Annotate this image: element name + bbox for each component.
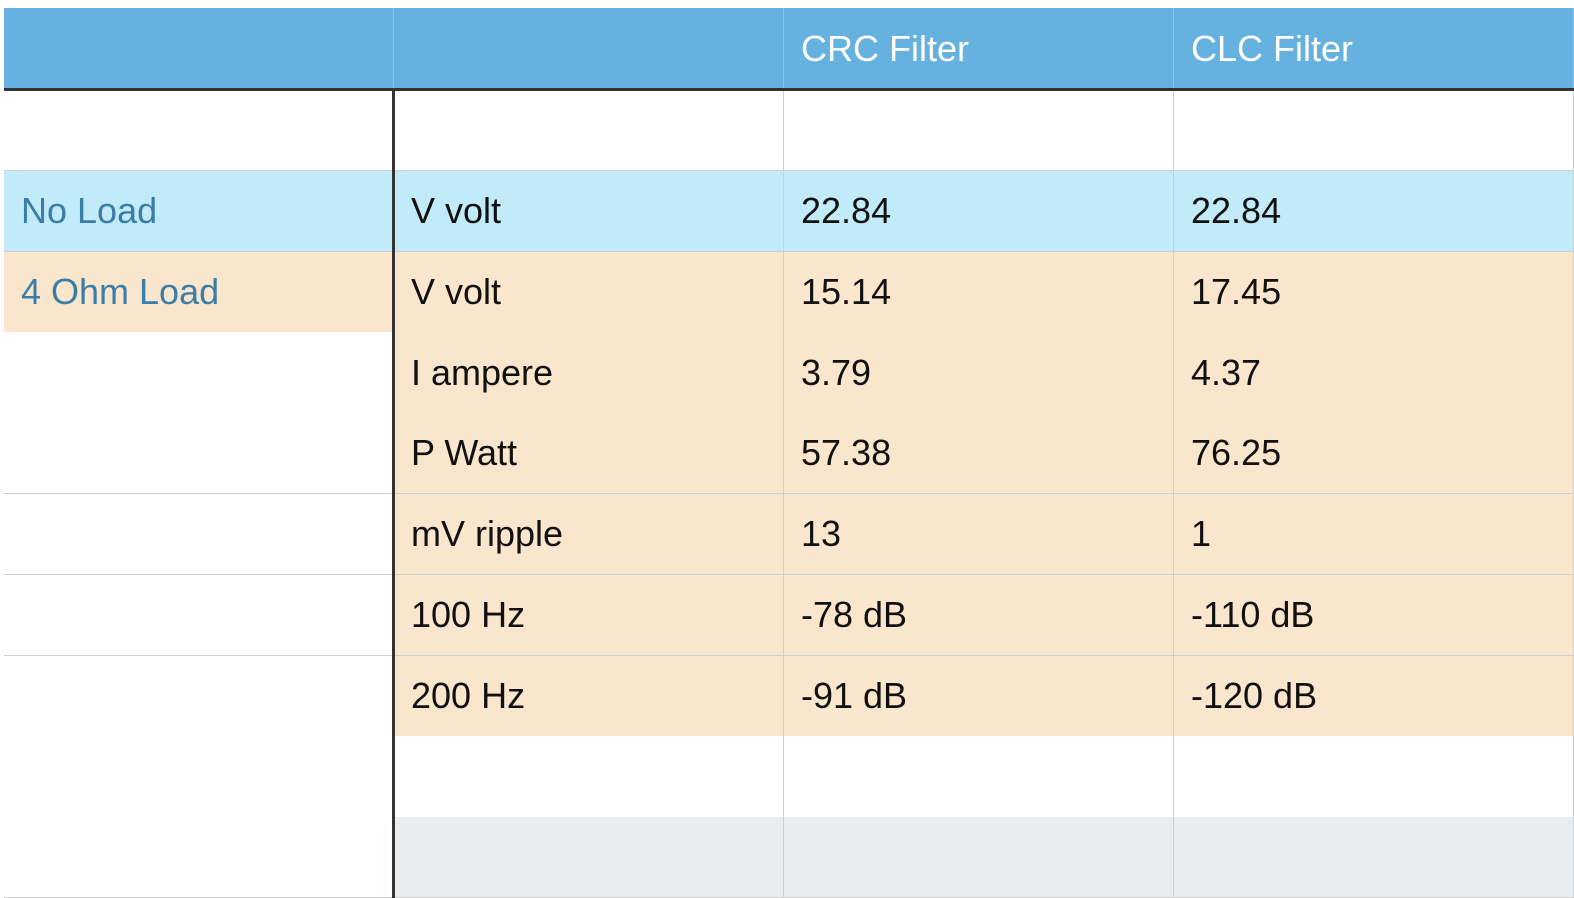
header-border (4, 88, 1574, 91)
table-cell: 100 Hz (394, 574, 784, 657)
table-cell: -120 dB (1174, 655, 1574, 737)
table-cell (394, 736, 784, 818)
table-cell: 76.25 (1174, 413, 1574, 495)
table-cell: 22.84 (784, 170, 1174, 253)
table-cell: 4 Ohm Load (4, 251, 394, 333)
table-cell (1174, 736, 1574, 818)
header-cell: CRC Filter (784, 8, 1174, 90)
table-cell (4, 494, 394, 576)
table-cell: 13 (784, 494, 1174, 576)
table-cell (394, 817, 784, 898)
table-cell: mV ripple (394, 494, 784, 576)
header-cell (394, 8, 784, 90)
table-cell (4, 332, 394, 414)
table-cell: 17.45 (1174, 251, 1574, 333)
table-cell (784, 90, 1174, 172)
table-cell: 3.79 (784, 332, 1174, 414)
table-cell: No Load (4, 170, 394, 253)
table-cell: V volt (394, 170, 784, 253)
table-cell (784, 817, 1174, 898)
table-cell: 22.84 (1174, 170, 1574, 253)
table-cell (4, 817, 394, 898)
header-cell (4, 8, 394, 90)
table-cell: -78 dB (784, 574, 1174, 657)
table-cell (4, 413, 394, 495)
table-cell (4, 90, 394, 172)
table-cell: -91 dB (784, 655, 1174, 737)
table-cell: 4.37 (1174, 332, 1574, 414)
table-cell: 1 (1174, 494, 1574, 576)
table-cell (4, 574, 394, 657)
table-cell (784, 736, 1174, 818)
table-cell: 15.14 (784, 251, 1174, 333)
table-cell: I ampere (394, 332, 784, 414)
table-cell (1174, 817, 1574, 898)
table-cell (1174, 90, 1574, 172)
header-cell: CLC Filter (1174, 8, 1574, 90)
table-cell (4, 655, 394, 737)
table-cell: 200 Hz (394, 655, 784, 737)
column-border (392, 90, 395, 898)
table-cell (394, 90, 784, 172)
table-cell: V volt (394, 251, 784, 333)
table-cell (4, 736, 394, 818)
table-cell: P Watt (394, 413, 784, 495)
table-cell: -110 dB (1174, 574, 1574, 657)
table-cell: 57.38 (784, 413, 1174, 495)
